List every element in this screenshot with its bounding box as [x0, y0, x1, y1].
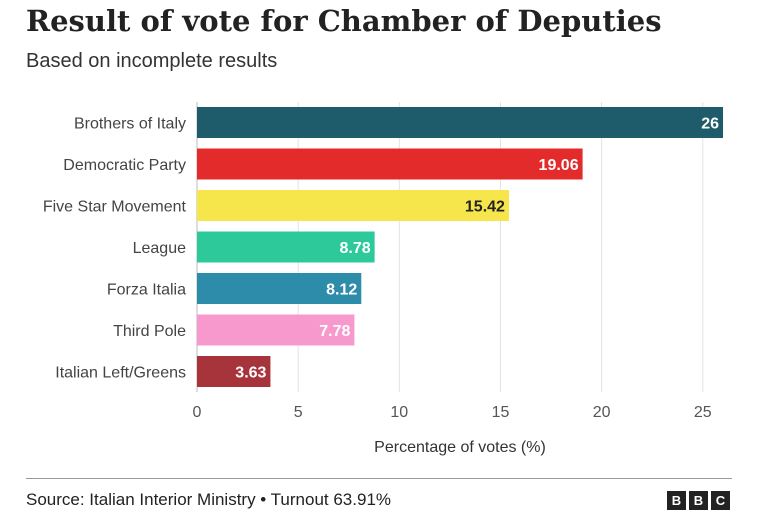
x-tick-label: 10 — [390, 404, 408, 421]
x-axis-label: Percentage of votes (%) — [374, 439, 546, 456]
footer-divider — [26, 478, 732, 479]
x-tick-label: 5 — [294, 404, 303, 421]
value-label: 8.78 — [339, 240, 370, 257]
x-tick-labels: 0 5 10 15 20 25 — [193, 404, 712, 421]
category-label: League — [133, 240, 186, 257]
logo-letter: B — [689, 491, 708, 510]
bbc-logo: B B C — [667, 491, 730, 510]
x-tick-label: 15 — [492, 404, 510, 421]
bars — [197, 107, 723, 387]
x-tick-label: 20 — [593, 404, 611, 421]
logo-letter: C — [711, 491, 730, 510]
value-label: 15.42 — [465, 199, 505, 216]
category-labels: Brothers of Italy Democratic Party Five St… — [43, 116, 187, 382]
bar — [197, 356, 271, 387]
bar-chart: Brothers of Italy Democratic Party Five St… — [43, 102, 723, 456]
bar — [197, 107, 723, 138]
x-tick-label: 0 — [193, 404, 202, 421]
value-label: 8.12 — [326, 282, 357, 299]
source-note: Source: Italian Interior Ministry • Turn… — [26, 490, 392, 509]
category-label: Five Star Movement — [43, 199, 187, 216]
value-label: 3.63 — [235, 365, 266, 382]
bar — [197, 273, 362, 304]
category-label: Democratic Party — [63, 157, 186, 174]
value-label: 7.78 — [319, 323, 350, 340]
logo-letter: B — [667, 491, 686, 510]
bar — [197, 314, 355, 346]
value-labels: 26 19.06 15.42 8.78 8.12 7.78 3.63 — [235, 116, 719, 382]
category-label: Forza Italia — [107, 282, 186, 299]
x-tick-label: 25 — [694, 404, 712, 421]
bar — [197, 148, 583, 180]
chart-subtitle: Based on incomplete results — [26, 50, 278, 72]
category-label: Brothers of Italy — [74, 116, 186, 133]
value-label: 26 — [701, 116, 719, 133]
value-label: 19.06 — [539, 157, 579, 174]
category-label: Italian Left/Greens — [55, 365, 186, 382]
category-label: Third Pole — [113, 323, 186, 340]
bar — [197, 190, 509, 221]
bar — [197, 231, 375, 263]
chart-title: Result of vote for Chamber of Deputies — [26, 4, 662, 38]
